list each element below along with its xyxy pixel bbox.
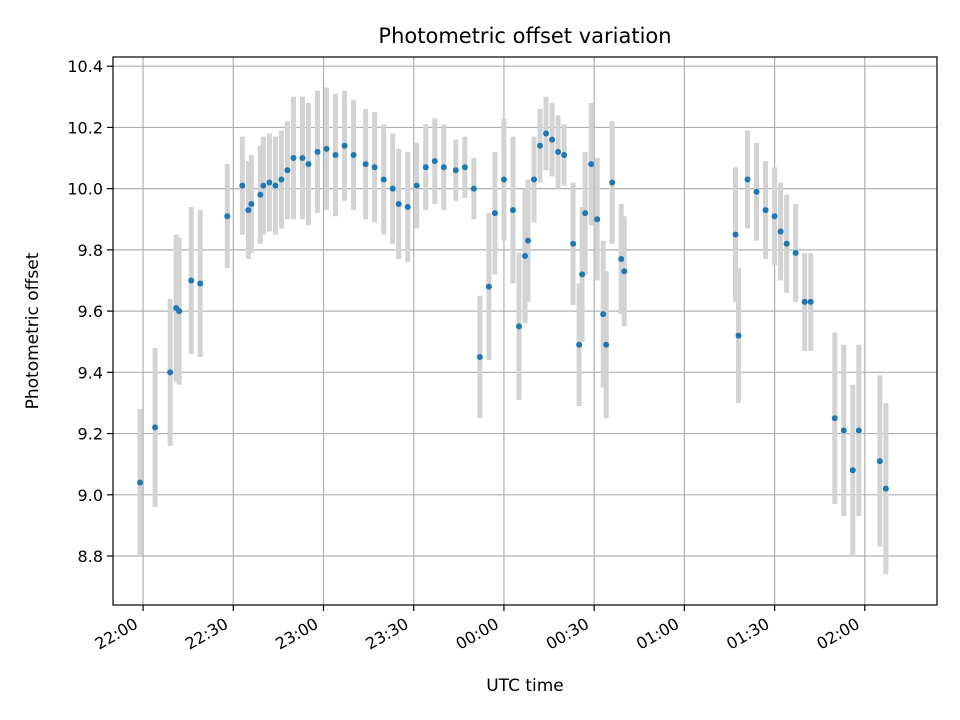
data-point: [389, 185, 396, 192]
data-point: [771, 213, 778, 220]
data-point: [245, 207, 252, 214]
y-tick-label: 8.8: [78, 547, 103, 566]
data-point: [783, 240, 790, 247]
data-point: [609, 179, 616, 186]
data-point: [470, 185, 477, 192]
data-point: [807, 298, 814, 305]
data-point: [305, 161, 312, 168]
data-point: [732, 231, 739, 238]
data-point: [224, 213, 231, 220]
data-point: [413, 182, 420, 189]
y-tick-label: 9.2: [78, 425, 103, 444]
data-point: [801, 298, 808, 305]
data-point: [500, 176, 507, 183]
data-point: [350, 151, 357, 158]
y-tick-label: 9.0: [78, 486, 103, 505]
data-point: [341, 142, 348, 149]
data-point: [603, 341, 610, 348]
data-point: [188, 277, 195, 284]
data-point: [440, 164, 447, 171]
data-point: [621, 268, 628, 275]
data-point: [491, 210, 498, 217]
data-point: [531, 176, 538, 183]
data-point: [849, 467, 856, 474]
data-point: [284, 167, 291, 174]
data-point: [515, 323, 522, 330]
data-point: [582, 210, 589, 217]
data-point: [735, 332, 742, 339]
data-point: [570, 240, 577, 247]
y-axis-label: Photometric offset: [23, 252, 43, 409]
data-point: [576, 341, 583, 348]
data-point: [197, 280, 204, 287]
y-tick-label: 9.4: [78, 363, 103, 382]
data-point: [452, 167, 459, 174]
data-point: [422, 164, 429, 171]
data-point: [257, 191, 264, 198]
data-point: [555, 148, 562, 155]
y-tick-label: 10.4: [67, 57, 103, 76]
data-point: [314, 148, 321, 155]
data-point: [588, 161, 595, 168]
data-point: [876, 458, 883, 465]
data-points: [137, 130, 889, 492]
data-point: [744, 176, 751, 183]
data-point: [266, 179, 273, 186]
y-tick-label: 10.2: [67, 118, 103, 137]
data-point: [404, 204, 411, 211]
data-point: [522, 252, 528, 259]
data-point: [777, 228, 784, 235]
data-point: [882, 485, 889, 492]
data-point: [485, 283, 492, 290]
chart-title: Photometric offset variation: [378, 24, 671, 48]
data-point: [561, 151, 568, 158]
data-point: [260, 182, 267, 189]
data-point: [395, 200, 402, 207]
plot-frame: [112, 56, 938, 606]
data-point: [753, 188, 760, 195]
y-axis: 8.8 9.0 9.2 9.4 9.6 9.8 10.0 10.2 10.4: [67, 57, 113, 566]
data-point: [600, 311, 607, 318]
y-tick-label: 9.6: [78, 302, 103, 321]
x-axis-label: UTC time: [486, 676, 564, 696]
data-point: [272, 182, 279, 189]
y-tick-label: 9.8: [78, 241, 103, 260]
data-point: [431, 158, 438, 165]
data-point: [762, 207, 769, 214]
y-tick-label: 10.0: [67, 180, 103, 199]
data-point: [618, 256, 625, 263]
data-point: [537, 142, 544, 149]
data-point: [332, 151, 339, 158]
data-point: [549, 136, 556, 143]
data-point: [840, 427, 847, 434]
data-point: [579, 271, 586, 278]
data-point: [476, 354, 483, 361]
data-point: [594, 216, 601, 223]
data-point: [855, 427, 862, 434]
data-point: [380, 176, 387, 183]
data-point: [278, 176, 285, 183]
data-point: [323, 145, 330, 152]
data-point: [299, 155, 306, 162]
data-point: [167, 369, 174, 376]
data-point: [152, 424, 159, 431]
data-point: [371, 164, 378, 171]
data-point: [239, 182, 246, 189]
data-point: [792, 249, 799, 256]
data-point: [509, 207, 516, 214]
data-point: [248, 200, 255, 207]
data-point: [290, 155, 297, 162]
data-point: [525, 237, 532, 244]
data-point: [831, 415, 838, 422]
data-point: [543, 130, 550, 137]
data-point: [362, 161, 369, 168]
data-point: [461, 164, 468, 171]
data-point: [176, 308, 183, 315]
data-point: [137, 479, 144, 486]
